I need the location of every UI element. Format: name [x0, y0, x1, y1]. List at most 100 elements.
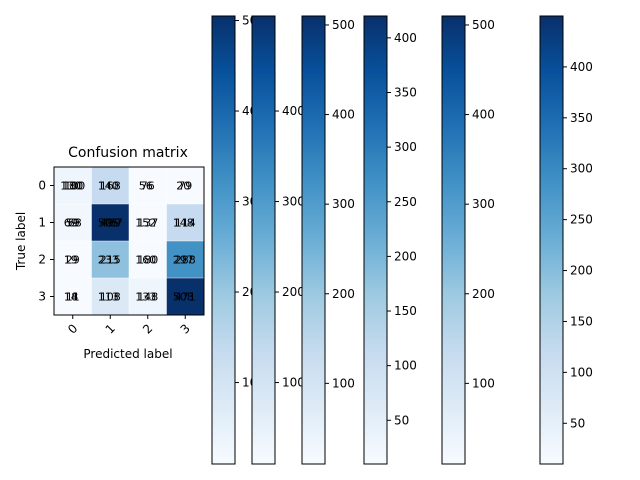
colorbar-tick-label: 350	[570, 111, 593, 125]
colorbar-tick-label: 300	[570, 162, 593, 176]
colorbar-gradient	[211, 15, 236, 465]
heatmap-cell	[166, 167, 204, 204]
cell-value-label: 180	[62, 180, 83, 193]
colorbar-tick-label: 300	[282, 195, 305, 209]
heatmap-cell	[129, 241, 167, 278]
heatmap-cell	[129, 167, 167, 204]
heatmap-cell	[91, 167, 129, 204]
colorbar-tick-label: 150	[570, 314, 593, 328]
colorbar-gradient	[363, 15, 388, 465]
colorbar-tick-label: 250	[394, 195, 417, 209]
colorbar-tick-label: 100	[394, 359, 417, 373]
colorbar-tick-label: 400	[472, 108, 495, 122]
cell-value-label: 148	[137, 291, 158, 304]
y-axis-label: True label	[14, 212, 28, 271]
cell-value-label: 76	[141, 180, 155, 193]
colorbar-tick-label: 400	[570, 60, 593, 74]
colorbar-gradient	[301, 15, 326, 465]
heatmap-cell	[166, 204, 204, 241]
cell-value-label: 8	[71, 291, 78, 304]
cell-value-label: 297	[173, 254, 194, 267]
colorbar-tick-label: 300	[332, 197, 355, 211]
colorbar-tick-label: 350	[394, 85, 417, 99]
cell-value-label: 59	[66, 217, 80, 230]
cell-value-label: 471	[175, 291, 196, 304]
colorbar-tick-label: 150	[394, 304, 417, 318]
colorbar-tick-label: 100	[570, 365, 593, 379]
colorbar-tick-label: 300	[394, 140, 417, 154]
cell-value-label: 29	[66, 254, 80, 267]
colorbar-tick-label: 100	[472, 376, 495, 390]
colorbar: 100 200 300 400	[251, 15, 305, 465]
y-tick-label: 0	[38, 179, 46, 193]
colorbar-tick-label: 400	[332, 108, 355, 122]
cell-value-label: 215	[100, 254, 121, 267]
cell-value-label: 180	[137, 254, 158, 267]
heatmap-cell	[54, 167, 92, 204]
cell-value-label: 11	[66, 291, 80, 304]
colorbar: 50 100 150 200 250 300 350 400	[539, 15, 593, 465]
y-tick-label: 3	[38, 290, 46, 304]
colorbar-tick-label: 200	[394, 249, 417, 263]
colorbar-tick-label: 200	[282, 285, 305, 299]
x-tick-label: 3	[178, 321, 193, 336]
cell-value-label: 233	[98, 254, 119, 267]
colorbar-tick-label: 200	[570, 264, 593, 278]
colorbar-tick-label: 300	[472, 197, 495, 211]
cell-value-label: 148	[173, 217, 194, 230]
heatmap-cell	[91, 278, 129, 315]
x-tick-label: 2	[140, 321, 155, 336]
cell-value-label: 56	[139, 180, 153, 193]
colorbar-gradient	[441, 15, 466, 465]
colorbar-tick-label: 500	[332, 18, 355, 32]
colorbar-gradient	[539, 15, 564, 465]
heatmap-cell	[91, 204, 129, 241]
colorbar-tick-label: 500	[472, 18, 495, 32]
cell-value-label: 114	[175, 217, 196, 230]
colorbar-tick-label: 50	[570, 416, 585, 430]
y-tick-label: 2	[38, 253, 46, 267]
colorbar-tick-label: 100	[282, 376, 305, 390]
cell-value-label: 133	[135, 291, 156, 304]
heatmap-cell	[54, 204, 92, 241]
cell-value-label: 100	[64, 180, 85, 193]
cell-value-label: 508	[173, 291, 194, 304]
colorbar-tick-label: 200	[472, 287, 495, 301]
chart-title: Confusion matrix	[68, 145, 188, 161]
colorbar: 100 200 300 400 500	[441, 15, 495, 465]
colorbar-tick-label: 100	[332, 376, 355, 390]
cell-value-label: 130	[60, 180, 81, 193]
colorbar: 100 200 300 400 500	[301, 15, 355, 465]
colorbar-tick-label: 400	[394, 31, 417, 45]
cell-value-label: 288	[175, 254, 196, 267]
colorbars: 1002003004005001002003004001002003004005…	[211, 14, 593, 465]
cell-value-label: 467	[102, 217, 123, 230]
cell-value-label: 160	[135, 254, 156, 267]
cell-value-label: 152	[135, 217, 156, 230]
cell-value-label: 168	[100, 180, 121, 193]
cell-value-label: 140	[98, 180, 119, 193]
colorbar-gradient	[251, 15, 276, 465]
y-tick-label: 1	[38, 216, 46, 230]
colorbar: 50 100 150 200 250 300 350 400	[363, 15, 417, 465]
heatmap-cell	[166, 278, 204, 315]
cell-value-label: 69	[64, 217, 78, 230]
cell-value-label: 137	[137, 217, 158, 230]
cell-value-label: 113	[98, 291, 119, 304]
heatmap-cell	[54, 241, 92, 278]
x-tick-label: 0	[65, 321, 80, 336]
heatmap-cell	[91, 241, 129, 278]
colorbar-tick-label: 200	[332, 287, 355, 301]
heatmap-frame	[53, 166, 205, 316]
cell-value-label: 14	[64, 291, 78, 304]
x-axis-label: Predicted label	[83, 347, 172, 361]
colorbar-tick-label: 400	[282, 104, 305, 118]
heatmap-cell	[166, 241, 204, 278]
x-tick-label: 1	[103, 321, 118, 336]
colorbar-tick-label: 50	[394, 413, 409, 427]
cell-value-label: 505	[98, 217, 119, 230]
cell-value-label: 20	[176, 180, 190, 193]
cell-value-label: 499	[100, 217, 121, 230]
